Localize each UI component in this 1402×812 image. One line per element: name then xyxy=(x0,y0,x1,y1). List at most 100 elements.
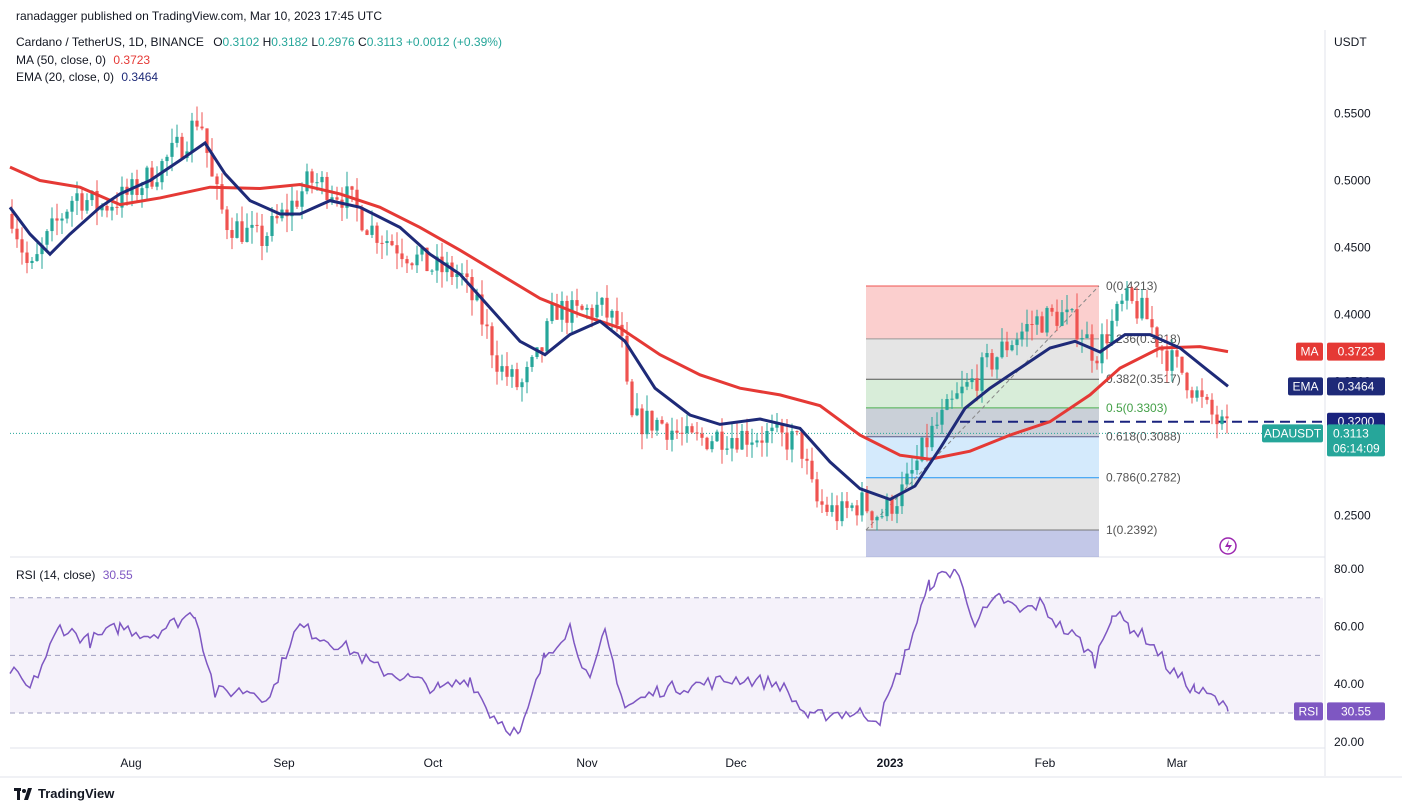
candle-body xyxy=(820,501,824,505)
candle-body xyxy=(15,228,19,240)
candle-body xyxy=(1000,341,1004,358)
candle-body xyxy=(1180,356,1184,373)
ma-tag-badge: MA xyxy=(1301,345,1319,359)
candle-body xyxy=(70,200,74,212)
candle-body xyxy=(895,506,899,514)
candle-body xyxy=(120,186,124,208)
candle-body xyxy=(685,426,689,434)
rsi-axis-tick: 80.00 xyxy=(1334,562,1364,576)
candle-body xyxy=(230,230,234,238)
candle-body xyxy=(1045,307,1049,333)
candle-body xyxy=(735,437,739,450)
candle-body xyxy=(510,369,514,377)
candle-body xyxy=(720,431,724,450)
symbol-header: Cardano / TetherUS, 1D, BINANCE O0.3102 … xyxy=(16,35,502,49)
candle-body xyxy=(625,335,629,382)
rsi-line xyxy=(9,568,1229,737)
candle-body xyxy=(1215,414,1219,425)
candle-body xyxy=(375,225,379,243)
candle-body xyxy=(105,205,109,211)
candle-body xyxy=(80,193,84,211)
candle-body xyxy=(810,460,814,480)
candle-body xyxy=(1030,324,1034,326)
candle-body xyxy=(390,241,394,246)
candle-body xyxy=(350,186,354,190)
candle-body xyxy=(1140,297,1144,319)
price-axis-tick: 0.5000 xyxy=(1334,174,1371,188)
fib-zone xyxy=(866,285,1099,339)
candle-body xyxy=(640,408,644,435)
candle-body xyxy=(170,142,174,157)
price-axis-tick: 0.2500 xyxy=(1334,509,1371,523)
candle-body xyxy=(1085,334,1089,339)
price-axis-tick: 0.4000 xyxy=(1334,308,1371,322)
time-axis-tick: Sep xyxy=(273,756,295,770)
price-axis-currency: USDT xyxy=(1334,35,1367,49)
candle-body xyxy=(860,492,864,516)
tradingview-logo[interactable]: TradingView xyxy=(14,786,114,801)
candle-body xyxy=(645,410,649,435)
price-tag-badge-bg xyxy=(1262,424,1323,443)
candle-body xyxy=(765,431,769,443)
candle-body xyxy=(950,398,954,400)
candle-body xyxy=(95,190,99,211)
candle-body xyxy=(710,441,714,450)
candle-body xyxy=(600,297,604,305)
candle-body xyxy=(380,242,384,244)
candle-body xyxy=(760,440,764,443)
candle-body xyxy=(1210,399,1214,415)
candle-body xyxy=(225,209,229,231)
symbol-line: Cardano / TetherUS, 1D, BINANCE xyxy=(16,35,204,49)
candle-body xyxy=(330,197,334,201)
candle-body xyxy=(25,252,29,263)
candle-body xyxy=(145,167,149,189)
candle-body xyxy=(630,381,634,416)
rsi-legend[interactable]: RSI (14, close) 30.55 xyxy=(16,568,133,582)
candle-body xyxy=(980,357,984,391)
time-axis-tick: Oct xyxy=(424,756,443,770)
candle-body xyxy=(1150,319,1154,328)
candle-body xyxy=(205,128,209,153)
candle-body xyxy=(155,182,159,187)
candle-body xyxy=(245,227,249,242)
candle-body xyxy=(730,437,734,449)
ema-legend[interactable]: EMA (20, close, 0) 0.3464 xyxy=(16,70,158,84)
candle-body xyxy=(235,221,239,238)
candle-body xyxy=(190,120,194,152)
fib-level-label: 0.786(0.2782) xyxy=(1106,471,1181,485)
price-value-badge-bg xyxy=(1327,424,1385,457)
candle-body xyxy=(580,305,584,310)
ema-legend-label: EMA (20, close, 0) xyxy=(16,70,115,84)
candle-body xyxy=(955,393,959,399)
candle-body xyxy=(430,270,434,272)
candle-body xyxy=(1165,350,1169,371)
rsi-legend-value: 30.55 xyxy=(102,568,133,582)
candle-body xyxy=(940,409,944,425)
candle-body xyxy=(300,191,304,207)
fib-level-label: 0.618(0.3088) xyxy=(1106,430,1181,444)
candle-body xyxy=(1145,297,1149,320)
candle-body xyxy=(715,431,719,442)
candle-body xyxy=(1135,301,1139,319)
candle-body xyxy=(385,241,389,244)
candle-body xyxy=(585,307,589,310)
ma-legend[interactable]: MA (50, close, 0) 0.3723 xyxy=(16,53,150,67)
candle-body xyxy=(415,254,419,266)
candle-body xyxy=(65,211,69,219)
price-value-badge: 0.3113 xyxy=(1333,426,1369,440)
candle-body xyxy=(215,176,219,185)
candle-body xyxy=(870,511,874,521)
candle-body xyxy=(55,218,59,221)
ma-line xyxy=(9,165,1229,461)
ma-value-badge: 0.3723 xyxy=(1338,345,1375,359)
candle-body xyxy=(660,419,664,424)
ohlc-open-label: O xyxy=(213,35,223,49)
candle-body xyxy=(115,206,119,208)
candle-body xyxy=(295,200,299,207)
candle-body xyxy=(150,167,154,187)
candle-body xyxy=(745,430,749,445)
candle-body xyxy=(30,260,34,263)
candle-body xyxy=(20,239,24,253)
candle-body xyxy=(255,224,259,226)
